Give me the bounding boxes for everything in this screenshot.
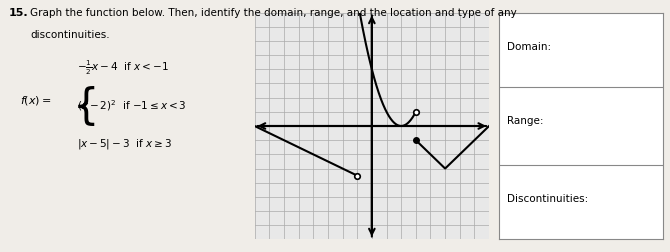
Text: discontinuities.: discontinuities. [30,30,110,40]
Text: $(x-2)^2$  if $-1\leq x<3$: $(x-2)^2$ if $-1\leq x<3$ [77,99,187,113]
Text: 15.: 15. [9,8,28,18]
Text: $f(x)=$: $f(x)=$ [20,94,52,107]
Text: $\{$: $\{$ [72,84,96,128]
Text: $|x-5|-3$  if $x\geq 3$: $|x-5|-3$ if $x\geq 3$ [77,137,172,151]
Text: Range:: Range: [507,116,544,127]
Text: Graph the function below. Then, identify the domain, range, and the location and: Graph the function below. Then, identify… [30,8,517,18]
Text: Domain:: Domain: [507,42,551,52]
Text: Discontinuities:: Discontinuities: [507,194,589,204]
Text: $-\frac{1}{2}x-4$  if $x<-1$: $-\frac{1}{2}x-4$ if $x<-1$ [77,59,169,77]
